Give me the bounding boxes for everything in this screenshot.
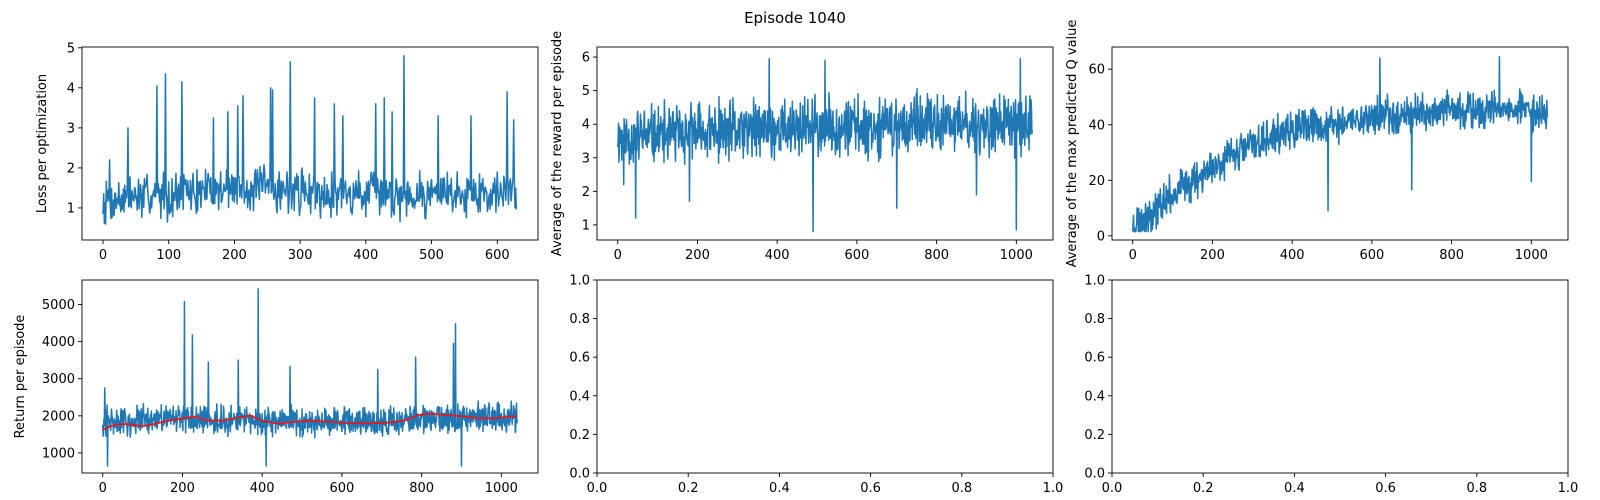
x-tick-label: 800 [409,481,434,496]
x-tick-label: 1.0 [1558,481,1579,496]
x-tick-label: 0.4 [769,481,790,496]
x-tick-label: 0.6 [860,481,881,496]
y-tick-label: 3000 [42,372,75,387]
x-tick-label: 200 [1200,248,1225,263]
y-tick-label: 0.8 [1084,312,1105,327]
y-tick-label: 4000 [42,335,75,350]
subplot-reward: 0 200 400 600 800 1000 1 2 3 4 5 6 Average of the re… [550,31,1054,263]
axes-frame [596,279,1054,474]
series-line-return-0 [101,288,519,467]
y-tick-label: 5 [67,41,75,56]
x-tick-label: 100 [156,248,181,263]
x-tick-label: 0.6 [1375,481,1396,496]
x-tick-label: 200 [222,248,247,263]
y-tick-label: 1.0 [1084,274,1105,289]
x-tick-label: 0 [99,248,107,263]
x-tick-label: 0.8 [1466,481,1487,496]
x-tick-label: 600 [1359,248,1384,263]
x-tick-label: 800 [1439,248,1464,263]
y-tick-label: 5000 [42,298,75,313]
x-tick-label: 0 [1129,248,1137,263]
x-tick-label: 200 [685,248,710,263]
y-tick-label: 0.4 [1084,389,1105,404]
y-tick-label: 0.8 [569,312,590,327]
y-tick-label: 1.0 [569,274,590,289]
y-tick-label: 0.2 [1084,428,1105,443]
y-tick-label: 3 [582,151,590,166]
y-tick-label: 0.6 [569,351,590,366]
y-tick-label: 0.2 [569,428,590,443]
x-tick-label: 600 [329,481,354,496]
y-axis-label: Return per episode [13,315,28,439]
axes-frame [596,46,1054,241]
y-axis-label: Average of the reward per episode [550,31,565,256]
y-tick-label: 0 [1097,229,1105,244]
x-tick-label: 0.0 [587,481,608,496]
y-tick-label: 2000 [42,409,75,424]
subplot-qvalue: 0 200 400 600 800 1000 0 20 40 60 Average of the m… [1065,20,1569,268]
y-tick-label: 20 [1088,174,1105,189]
x-tick-label: 1000 [1515,248,1548,263]
subplot-loss: 0 100 200 300 400 500 600 1 2 3 4 5 Loss per optimiz… [35,41,539,263]
x-tick-label: 600 [844,248,869,263]
x-tick-label: 0.4 [1284,481,1305,496]
x-tick-label: 0.0 [1102,481,1123,496]
x-tick-label: 400 [765,248,790,263]
x-tick-label: 0.2 [678,481,699,496]
x-tick-label: 400 [1280,248,1305,263]
y-tick-label: 6 [582,51,590,66]
series-line-return-1 [102,412,518,431]
x-tick-label: 0.2 [1193,481,1214,496]
x-tick-label: 800 [924,248,949,263]
y-tick-label: 3 [67,121,75,136]
y-tick-label: 0.0 [569,467,590,482]
y-tick-label: 0.0 [1084,467,1105,482]
y-tick-label: 4 [582,118,590,133]
x-tick-label: 1.0 [1043,481,1064,496]
x-tick-label: 1000 [1000,248,1033,263]
y-tick-label: 40 [1088,118,1105,133]
subplot-empty2: 0.0 0.2 0.4 0.6 0.8 1.0 0.0 0.2 0.4 0.6 0.8 1.0 [1084,274,1578,497]
y-tick-label: 4 [67,81,75,96]
x-tick-label: 300 [288,248,313,263]
subplot-empty1: 0.0 0.2 0.4 0.6 0.8 1.0 0.0 0.2 0.4 0.6 0.8 1.0 [569,274,1063,497]
y-tick-label: 1 [582,218,590,233]
y-tick-label: 2 [582,185,590,200]
axes-frame [1111,46,1569,241]
x-tick-label: 400 [353,248,378,263]
x-tick-label: 0.8 [951,481,972,496]
x-tick-label: 200 [170,481,195,496]
y-tick-label: 1000 [42,446,75,461]
y-tick-label: 0.6 [1084,351,1105,366]
series-line-qvalue-0 [1131,55,1549,233]
x-tick-label: 600 [485,248,510,263]
x-tick-label: 1000 [485,481,518,496]
x-tick-label: 400 [250,481,275,496]
y-tick-label: 2 [67,161,75,176]
subplot-return: 0 200 400 600 800 1000 1000 2000 3000 4000 5000 Ret… [13,279,539,496]
y-tick-label: 5 [582,84,590,99]
axes-frame [81,279,539,474]
x-tick-label: 0 [614,248,622,263]
series-line-reward-0 [616,58,1034,233]
x-tick-label: 500 [419,248,444,263]
y-tick-label: 1 [67,201,75,216]
y-axis-label: Average of the max predicted Q value [1065,20,1080,268]
x-tick-label: 0 [99,481,107,496]
figure-title: Episode 1040 [744,9,846,27]
axes-frame [1111,279,1569,474]
y-axis-label: Loss per optimization [35,74,50,213]
y-tick-label: 0.4 [569,389,590,404]
series-line-loss-0 [102,55,518,225]
axes-frame [81,46,539,241]
y-tick-label: 60 [1088,63,1105,78]
